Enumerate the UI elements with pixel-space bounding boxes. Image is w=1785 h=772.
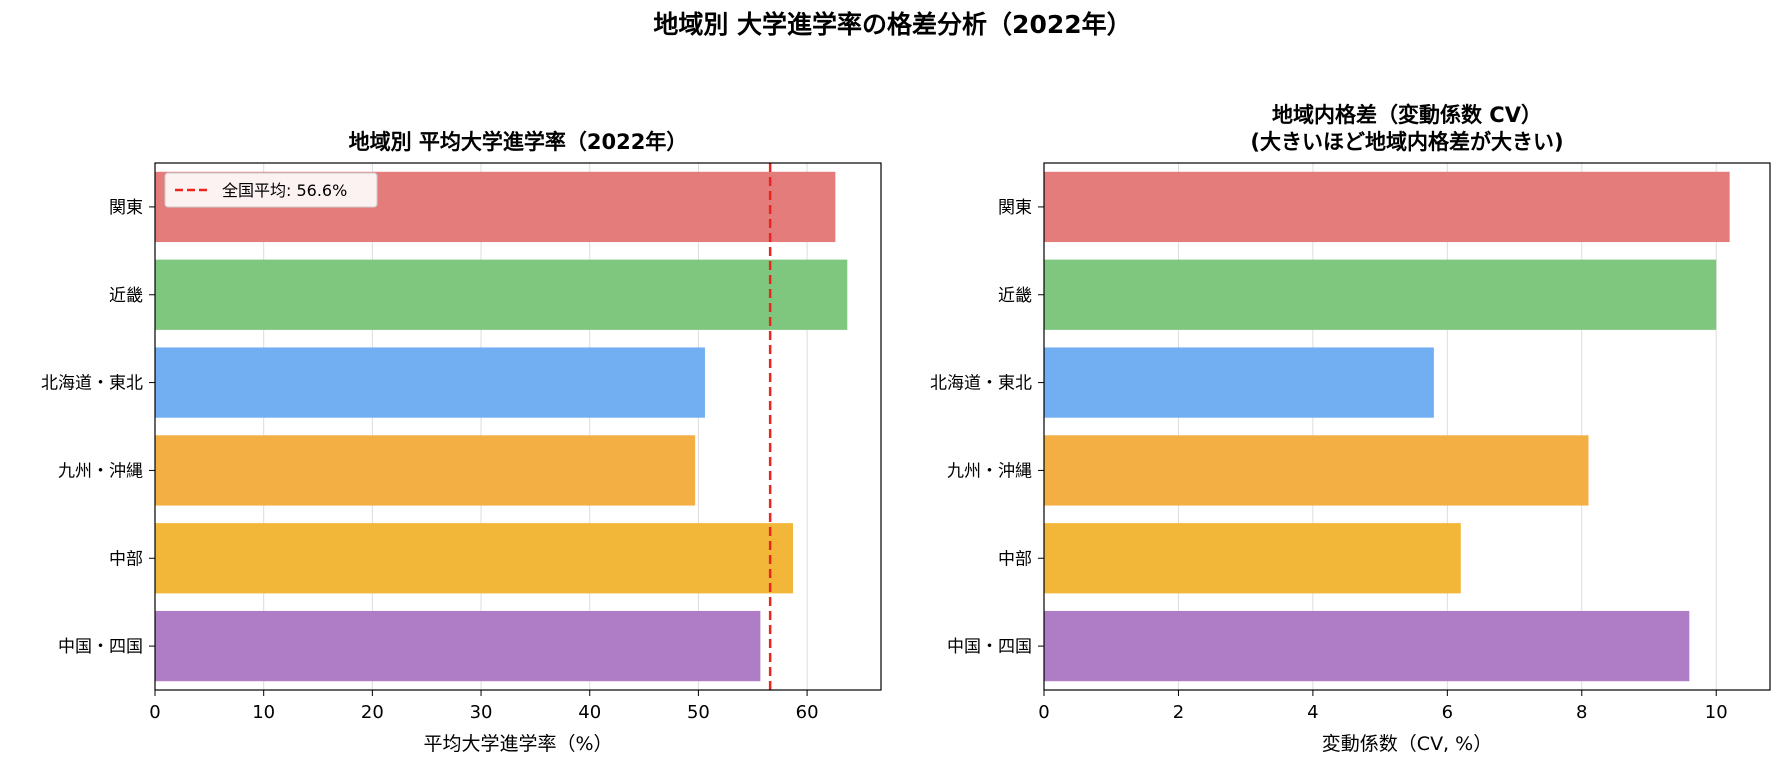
x-tick-label: 50 (687, 702, 710, 723)
bar-6 (1044, 610, 1690, 682)
bar-5 (155, 523, 793, 594)
bar-4 (1044, 435, 1589, 506)
x-tick-label: 6 (1442, 702, 1453, 723)
x-tick-label: 10 (1705, 702, 1728, 723)
y-tick-label: 関東 (998, 198, 1032, 218)
x-tick-label: 10 (252, 702, 275, 723)
y-tick-label: 中国・四国 (947, 637, 1032, 657)
x-tick-label: 0 (1038, 702, 1049, 723)
chart-title: (大きいほど地域内格差が大きい) (1250, 130, 1563, 154)
y-tick-label: 近畿 (998, 286, 1032, 306)
bar-2 (1044, 259, 1717, 330)
bar-3 (1044, 347, 1434, 418)
y-tick-label: 中国・四国 (58, 637, 143, 657)
legend-label: 全国平均: 56.6% (222, 181, 347, 200)
chart-title: 地域別 平均大学進学率（2022年） (349, 130, 688, 154)
y-tick-label: 中部 (109, 549, 143, 569)
bar-6 (155, 610, 761, 682)
y-tick-label: 近畿 (109, 286, 143, 306)
x-tick-label: 0 (149, 702, 160, 723)
y-tick-label: 北海道・東北 (41, 374, 143, 394)
bar-3 (155, 347, 705, 418)
legend-box (164, 172, 378, 208)
x-tick-label: 8 (1576, 702, 1587, 723)
x-axis-label: 平均大学進学率（%） (423, 733, 612, 755)
y-tick-label: 関東 (109, 198, 143, 218)
x-tick-label: 2 (1173, 702, 1184, 723)
x-tick-label: 4 (1307, 702, 1318, 723)
bar-5 (1044, 523, 1461, 594)
bar-2 (155, 259, 848, 330)
bar-1 (1044, 171, 1730, 243)
bar-4 (155, 435, 696, 506)
plot-frame (154, 162, 882, 691)
chart-title: 地域内格差（変動係数 CV） (1272, 103, 1542, 127)
figure-title: 地域別 大学進学率の格差分析（2022年） (653, 10, 1132, 39)
y-tick-label: 中部 (998, 549, 1032, 569)
x-axis-label: 変動係数（CV, %） (1322, 733, 1492, 755)
x-tick-label: 40 (578, 702, 601, 723)
x-tick-label: 30 (470, 702, 493, 723)
y-tick-label: 北海道・東北 (930, 374, 1032, 394)
y-tick-label: 九州・沖縄 (58, 461, 143, 481)
plot-frame (1043, 162, 1771, 691)
y-tick-label: 九州・沖縄 (947, 461, 1032, 481)
x-tick-label: 60 (796, 702, 819, 723)
x-tick-label: 20 (361, 702, 384, 723)
